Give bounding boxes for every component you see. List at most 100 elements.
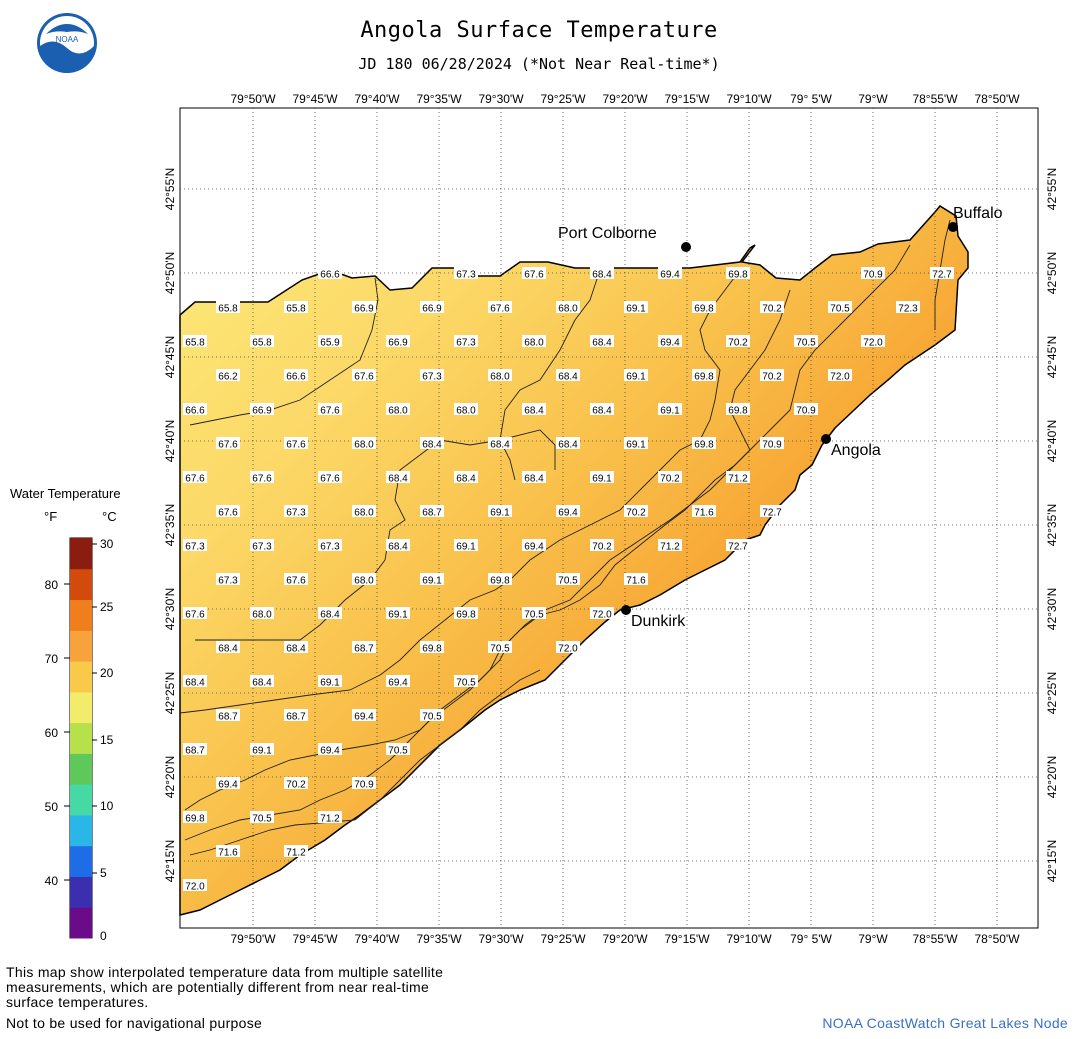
temperature-value: 72.7 xyxy=(932,270,952,281)
temperature-value: 68.7 xyxy=(286,712,306,723)
angola-marker xyxy=(821,434,831,444)
svg-text:79°35'W: 79°35'W xyxy=(416,932,462,946)
temperature-value: 67.6 xyxy=(218,508,238,519)
svg-text:42°45'N: 42°45'N xyxy=(163,336,177,378)
temperature-value: 67.6 xyxy=(218,440,238,451)
temperature-label: 68.0 xyxy=(352,437,376,451)
svg-text:40: 40 xyxy=(45,874,59,888)
temperature-value: 69.1 xyxy=(626,372,646,383)
temperature-label: 72.7 xyxy=(726,539,750,553)
svg-text:50: 50 xyxy=(45,800,59,814)
temperature-label: 70.9 xyxy=(861,267,885,281)
temperature-label: 67.6 xyxy=(318,471,342,485)
temperature-value: 69.1 xyxy=(320,678,340,689)
svg-text:79°W: 79°W xyxy=(858,932,888,946)
svg-text:79°50'W: 79°50'W xyxy=(230,92,276,106)
legend-color-stripe xyxy=(70,538,92,570)
latitude-labels-right: 42°55'N 42°50'N 42°45'N 42°40'N 42°35'N … xyxy=(1045,168,1059,882)
legend-c-ticks: 30 25 20 15 10 5 0 xyxy=(100,537,114,943)
temperature-label: 70.5 xyxy=(420,709,444,723)
temperature-value: 69.4 xyxy=(524,542,544,553)
temperature-value: 70.5 xyxy=(422,712,442,723)
temperature-value: 67.6 xyxy=(320,474,340,485)
temperature-value: 71.2 xyxy=(286,848,306,859)
svg-text:15: 15 xyxy=(100,733,114,747)
legend-color-stripe xyxy=(70,845,92,877)
legend-color-stripe xyxy=(70,599,92,631)
temperature-label: 66.6 xyxy=(183,403,207,417)
temperature-label: 68.7 xyxy=(284,709,308,723)
temperature-label: 69.1 xyxy=(624,437,648,451)
temperature-label: 68.7 xyxy=(183,743,207,757)
svg-text:42°20'N: 42°20'N xyxy=(163,756,177,798)
temperature-label: 72.0 xyxy=(828,369,852,383)
lake-erie-water xyxy=(179,205,969,916)
temperature-label: 68.7 xyxy=(420,505,444,519)
temperature-label: 68.4 xyxy=(556,437,580,451)
temperature-value: 67.6 xyxy=(286,576,306,587)
city-label-buffalo: Buffalo xyxy=(953,205,1003,222)
svg-text:30: 30 xyxy=(100,537,114,551)
temperature-label: 72.0 xyxy=(861,335,885,349)
temperature-value: 68.4 xyxy=(558,372,578,383)
temperature-label: 71.2 xyxy=(284,845,308,859)
svg-text:78°55'W: 78°55'W xyxy=(912,932,958,946)
temperature-label: 65.8 xyxy=(183,335,207,349)
temperature-value: 69.4 xyxy=(218,780,238,791)
svg-text:79°30'W: 79°30'W xyxy=(478,92,524,106)
temperature-value: 68.4 xyxy=(252,678,272,689)
temperature-value: 69.8 xyxy=(490,576,510,587)
temperature-value: 68.0 xyxy=(354,576,374,587)
temperature-value: 71.2 xyxy=(728,474,748,485)
temperature-label: 68.4 xyxy=(386,471,410,485)
svg-text:78°50'W: 78°50'W xyxy=(974,92,1020,106)
footer-note: This map show interpolated temperature d… xyxy=(6,964,444,1010)
temperature-value: 70.9 xyxy=(762,440,782,451)
temperature-label: 68.4 xyxy=(250,675,274,689)
temperature-label: 68.0 xyxy=(386,403,410,417)
temperature-value: 69.4 xyxy=(388,678,408,689)
svg-text:42°30'N: 42°30'N xyxy=(163,588,177,630)
temperature-label: 68.4 xyxy=(216,641,240,655)
temperature-value: 66.2 xyxy=(218,372,238,383)
temperature-value: 67.3 xyxy=(286,508,306,519)
temperature-label: 70.9 xyxy=(760,437,784,451)
legend-color-stripe xyxy=(70,691,92,724)
temperature-label: 70.5 xyxy=(556,573,580,587)
svg-text:42°20'N: 42°20'N xyxy=(1045,756,1059,798)
svg-text:42°55'N: 42°55'N xyxy=(163,168,177,210)
temperature-label: 70.2 xyxy=(760,369,784,383)
temperature-label: 68.0 xyxy=(352,573,376,587)
temperature-label: 69.8 xyxy=(420,641,444,655)
city-label-port-colborne: Port Colborne xyxy=(558,225,657,242)
temperature-value: 69.1 xyxy=(422,576,442,587)
temperature-value: 68.7 xyxy=(354,644,374,655)
temperature-label: 71.2 xyxy=(658,539,682,553)
temperature-value: 68.4 xyxy=(558,440,578,451)
temperature-value: 70.5 xyxy=(558,576,578,587)
temperature-value: 70.5 xyxy=(830,304,850,315)
temperature-label: 70.2 xyxy=(658,471,682,485)
temperature-label: 70.5 xyxy=(794,335,818,349)
temperature-value: 66.6 xyxy=(286,372,306,383)
temperature-value: 68.0 xyxy=(354,508,374,519)
temperature-label: 69.4 xyxy=(318,743,342,757)
svg-text:42°35'N: 42°35'N xyxy=(163,504,177,546)
temperature-value: 68.7 xyxy=(422,508,442,519)
temperature-value: 68.4 xyxy=(185,678,205,689)
temperature-value: 70.2 xyxy=(592,542,612,553)
temperature-value: 68.0 xyxy=(558,304,578,315)
temperature-value: 66.9 xyxy=(422,304,442,315)
legend-color-stripe xyxy=(70,907,92,939)
temperature-value: 69.4 xyxy=(660,338,680,349)
dunkirk-marker xyxy=(621,605,631,615)
legend-color-stripe xyxy=(70,630,92,662)
temperature-label: 68.4 xyxy=(590,403,614,417)
temperature-label: 71.6 xyxy=(624,573,648,587)
temperature-label: 70.2 xyxy=(284,777,308,791)
temperature-label: 69.1 xyxy=(590,471,614,485)
temperature-value: 72.0 xyxy=(558,644,578,655)
temperature-label: 69.8 xyxy=(726,267,750,281)
temperature-value: 72.7 xyxy=(728,542,748,553)
temperature-label: 65.8 xyxy=(284,301,308,315)
